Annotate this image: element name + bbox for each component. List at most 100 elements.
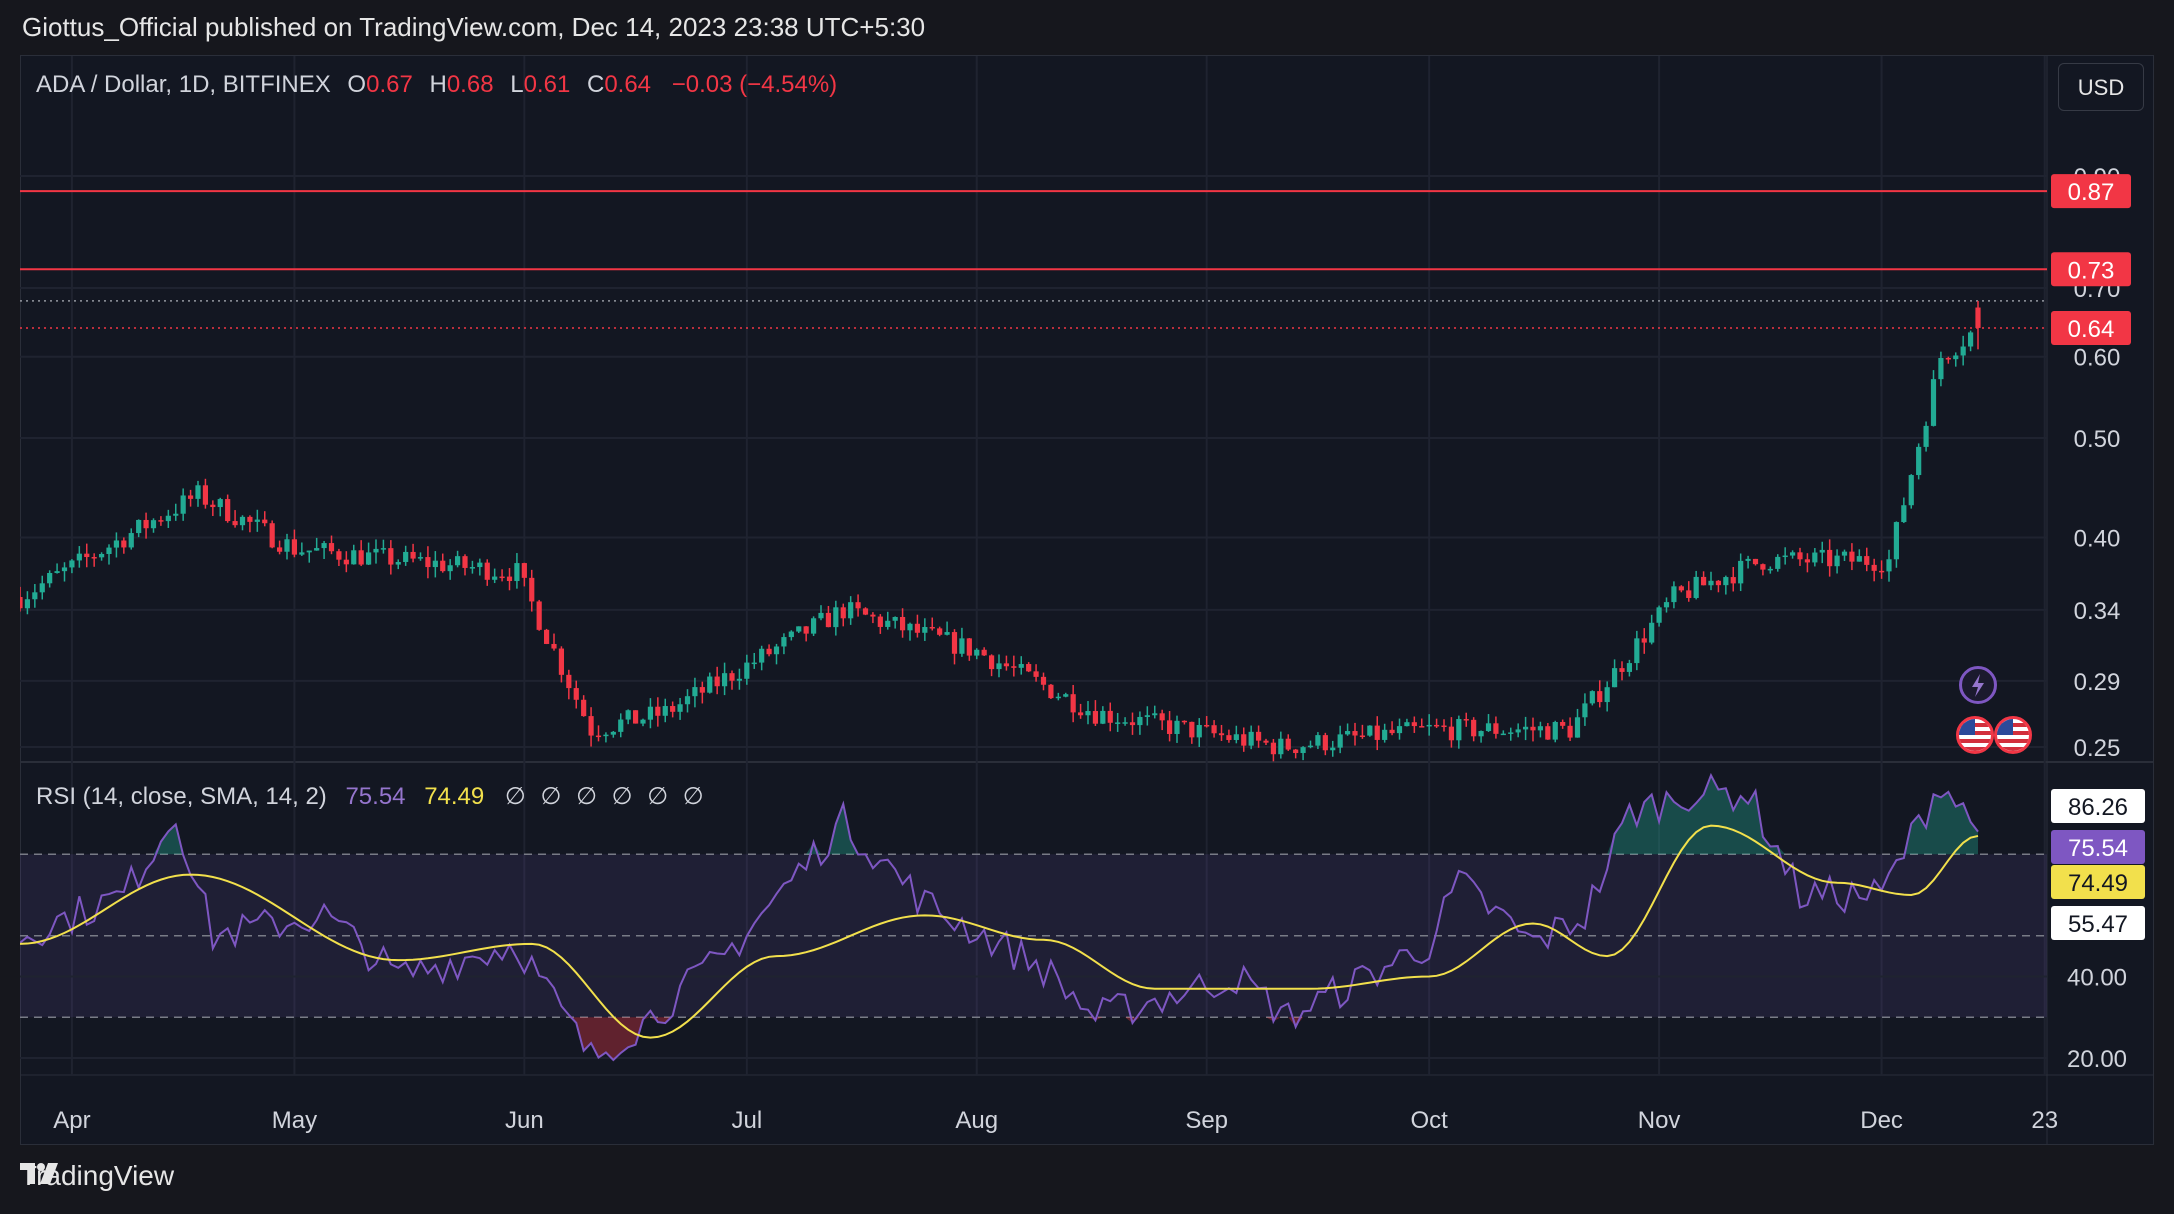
candle-body — [981, 649, 987, 656]
candle-body — [1760, 564, 1766, 570]
candle-body — [1500, 733, 1506, 736]
candle-body — [543, 629, 550, 644]
rsi-label[interactable]: RSI (14, close, SMA, 14, 2) — [36, 783, 327, 810]
price-tick-label: 0.25 — [2074, 735, 2121, 762]
candle-body — [1344, 731, 1351, 735]
candle-body — [1545, 726, 1551, 740]
candle-body — [1782, 555, 1788, 558]
candle-body — [1055, 696, 1061, 699]
rsi-tick-label: 40.00 — [2067, 964, 2127, 991]
candle-body — [1611, 668, 1618, 688]
price-tick-label: 0.60 — [2074, 345, 2121, 372]
candle-body — [1493, 723, 1499, 734]
candle-body — [1241, 734, 1247, 746]
candle-body — [1730, 577, 1736, 584]
candle-body — [1263, 740, 1269, 743]
candle-body — [714, 676, 720, 687]
candle-body — [1382, 729, 1388, 740]
candle-body — [944, 632, 950, 635]
candle-body — [232, 521, 238, 526]
candle-body — [1752, 558, 1759, 565]
candle-body — [551, 643, 557, 649]
candle-body — [1923, 425, 1929, 447]
symbol-label[interactable]: ADA / Dollar, 1D, BITFINEX — [36, 71, 331, 98]
close-value: 0.64 — [604, 71, 652, 98]
candle-body — [1300, 747, 1306, 754]
rsi-sma-line — [20, 824, 1979, 1039]
candle-body — [825, 612, 832, 628]
candle-body — [1723, 577, 1729, 586]
candle-body — [143, 519, 149, 529]
candle-body — [1953, 355, 1959, 360]
candle-body — [1181, 720, 1188, 723]
candle-body — [959, 638, 965, 654]
x-tick-label: Nov — [1638, 1107, 1681, 1134]
candle-body — [1322, 735, 1328, 751]
candle-body — [1293, 749, 1299, 754]
rsi-tick-label: 20.00 — [2067, 1046, 2127, 1073]
rsi-oversold-fill — [20, 1017, 1978, 1060]
candle-body — [306, 550, 312, 553]
candle-body — [996, 663, 1002, 670]
candle-body — [1144, 715, 1150, 717]
rsi-value-label: 75.54 — [2068, 835, 2128, 862]
candle-body — [759, 648, 765, 663]
candle-body — [380, 548, 387, 550]
candle-body — [707, 676, 713, 693]
candle-body — [625, 710, 631, 720]
candle-body — [1975, 307, 1981, 328]
candle-body — [640, 719, 646, 724]
candle-body — [365, 552, 372, 565]
candle-body — [662, 706, 668, 716]
candle-body — [1137, 716, 1143, 726]
candle-body — [247, 516, 253, 522]
tradingview-logo-icon[interactable] — [20, 1160, 62, 1186]
candle-body — [1330, 747, 1336, 751]
candle-body — [1077, 712, 1084, 716]
candle-body — [76, 553, 82, 561]
candle-body — [1589, 691, 1595, 704]
candle-body — [781, 637, 787, 647]
rsi-legend: RSI (14, close, SMA, 14, 2) 75.54 74.49 … — [36, 782, 712, 811]
us-flag-icon[interactable] — [1956, 716, 1994, 754]
candle-body — [1011, 666, 1017, 668]
candle-body — [187, 495, 194, 499]
candle-body — [1537, 726, 1544, 731]
candle-body — [217, 499, 223, 508]
price-label: 0.64 — [2068, 316, 2115, 343]
candle-body — [121, 540, 127, 548]
candle-body — [966, 638, 972, 656]
x-tick-label: Oct — [1410, 1107, 1448, 1134]
candle-body — [1100, 710, 1106, 724]
candle-body — [299, 552, 305, 555]
rsi-value-label: 74.49 — [2068, 870, 2128, 897]
candle-body — [1574, 717, 1581, 738]
candle-body — [655, 706, 661, 716]
candle-body — [862, 608, 869, 615]
candle-body — [403, 551, 409, 562]
candle-body — [1255, 731, 1262, 741]
candle-body — [1567, 725, 1573, 738]
candle-body — [1508, 732, 1514, 734]
candle-body — [32, 592, 38, 600]
candle-body — [1916, 446, 1922, 476]
candle-body — [1018, 664, 1024, 668]
candle-body — [1115, 722, 1121, 724]
candle-body — [1960, 346, 1966, 356]
candle-body — [54, 571, 60, 573]
candle-body — [1604, 687, 1610, 703]
candle-body — [343, 559, 349, 565]
candle-body — [1189, 721, 1195, 738]
candle-body — [1663, 602, 1670, 608]
high-value: 0.68 — [446, 71, 494, 98]
candle-body — [1878, 570, 1885, 573]
lightning-icon[interactable] — [1959, 666, 1997, 704]
price-tick-label: 0.50 — [2074, 426, 2121, 453]
x-tick-label: May — [272, 1107, 317, 1134]
candle-body — [262, 519, 268, 524]
candle-body — [1634, 638, 1640, 664]
candle-body — [1211, 725, 1217, 734]
us-flag-icon[interactable] — [1994, 716, 2032, 754]
currency-button[interactable]: USD — [2058, 63, 2144, 111]
